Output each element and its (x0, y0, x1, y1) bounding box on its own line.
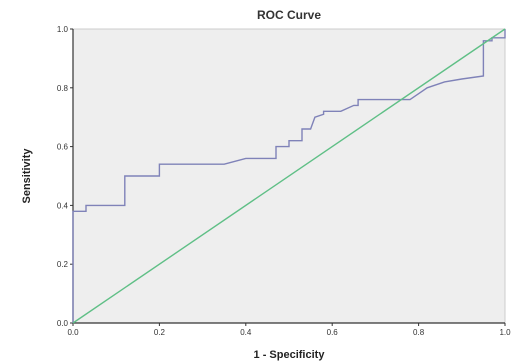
series-layer (72, 28, 506, 324)
x-tick-label: 0.8 (413, 328, 425, 337)
x-tick-label: 0.6 (327, 328, 339, 337)
x-tick-label: 0.4 (240, 328, 252, 337)
x-tick-label: 1.0 (499, 328, 511, 337)
reference-diagonal-line (72, 28, 506, 324)
y-tick-label: 0.8 (57, 84, 69, 93)
y-tick-label: 0.0 (57, 319, 69, 328)
y-tick-labels: 0.0 0.2 0.4 0.6 0.8 1.0 (57, 25, 69, 328)
y-tick-label: 0.4 (57, 201, 69, 210)
y-tick-label: 1.0 (57, 25, 69, 34)
x-axis-label: 1 - Specificity (254, 349, 326, 361)
chart-title: ROC Curve (257, 8, 321, 22)
x-tick-label: 0.0 (67, 328, 79, 337)
roc-curve-line (72, 29, 506, 323)
y-tick-label: 0.2 (57, 260, 69, 269)
y-tick-label: 0.6 (57, 143, 69, 152)
x-tick-labels: 0.0 0.2 0.4 0.6 0.8 1.0 (67, 328, 511, 337)
x-tick-label: 0.2 (154, 328, 166, 337)
y-axis-label: Sensitivity (21, 148, 33, 204)
